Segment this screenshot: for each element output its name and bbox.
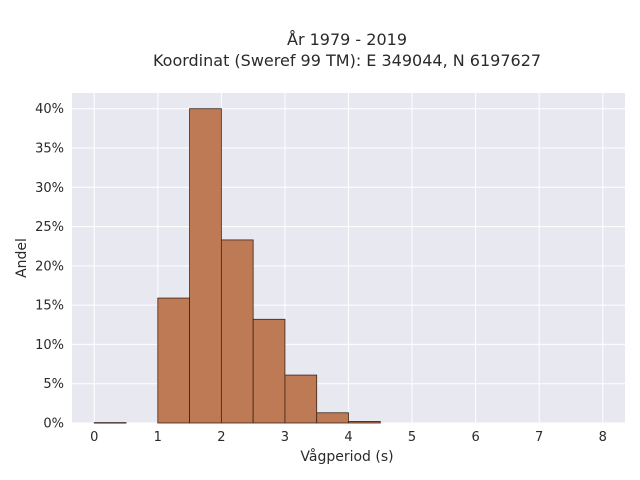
x-tick-label: 1 [154, 430, 162, 445]
histogram-bars [93, 108, 381, 424]
y-tick-label: 25% [35, 220, 64, 235]
y-tick-label: 30% [35, 181, 64, 196]
y-tick-label: 35% [35, 142, 64, 157]
histogram-bar [284, 374, 318, 424]
x-axis-ticks: 0 1 2 3 4 5 6 7 8 [90, 430, 607, 445]
chart-title-line-1: År 1979 - 2019 [287, 30, 407, 49]
y-axis-label: Andel [14, 238, 30, 278]
x-tick-label: 2 [217, 430, 225, 445]
histogram-bar [157, 297, 190, 424]
x-tick-label: 5 [408, 430, 416, 445]
x-tick-label: 3 [281, 430, 289, 445]
y-tick-label: 5% [43, 377, 64, 392]
y-tick-label: 0% [43, 417, 64, 432]
histogram-bar [189, 108, 222, 424]
x-axis-label: Vågperiod (s) [300, 448, 393, 465]
histogram-bar [348, 421, 381, 424]
histogram-bar [252, 318, 286, 424]
y-tick-label: 15% [35, 299, 64, 314]
y-tick-label: 10% [35, 338, 64, 353]
histogram-bar [316, 412, 349, 424]
y-tick-label: 40% [35, 102, 64, 117]
y-tick-label: 20% [35, 259, 64, 274]
x-tick-label: 0 [90, 430, 98, 445]
x-tick-label: 8 [599, 430, 607, 445]
histogram-bar [93, 422, 127, 424]
x-tick-label: 4 [344, 430, 352, 445]
histogram-bar [220, 239, 254, 424]
chart-title-line-2: Koordinat (Sweref 99 TM): E 349044, N 61… [153, 51, 541, 70]
y-axis-ticks: 0% 5% 10% 15% 20% 25% 30% 35% 40% [35, 102, 64, 431]
x-tick-label: 6 [471, 430, 479, 445]
x-tick-label: 7 [535, 430, 543, 445]
